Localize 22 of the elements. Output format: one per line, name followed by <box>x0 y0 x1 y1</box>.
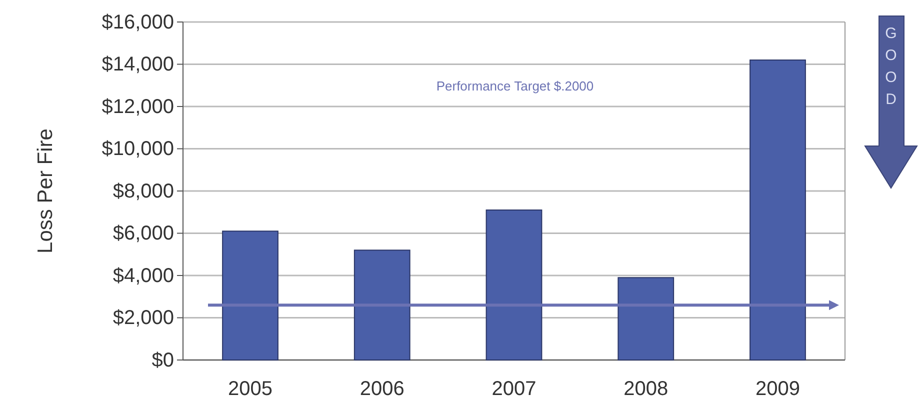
y-tick-label: $14,000 <box>102 54 174 76</box>
bar <box>486 210 542 360</box>
x-tick-label: 2006 <box>360 378 404 400</box>
y-tick-label: $0 <box>152 349 174 372</box>
y-axis-title: Loss Per Fire <box>34 128 57 254</box>
y-tick-label: $8,000 <box>112 180 174 202</box>
y-tick-label: $2,000 <box>112 307 174 330</box>
x-tick-label: 2007 <box>492 378 536 400</box>
down-arrow-icon: GOOD <box>864 16 918 189</box>
bar <box>354 250 410 360</box>
y-tick-label: $6,000 <box>112 222 174 245</box>
y-tick-label: $10,000 <box>102 138 174 160</box>
y-tick-label: $12,000 <box>102 96 174 118</box>
y-tick-label: $16,000 <box>102 11 174 34</box>
bar <box>222 230 278 360</box>
y-tick-label: $4,000 <box>112 264 174 287</box>
x-tick-label: 2005 <box>228 378 273 400</box>
bar <box>750 60 806 360</box>
x-tick-label: 2009 <box>755 378 800 400</box>
bar <box>618 277 674 360</box>
ref-line-label: Performance Target $.2000 <box>436 78 594 94</box>
x-tick-label: 2008 <box>624 378 668 400</box>
